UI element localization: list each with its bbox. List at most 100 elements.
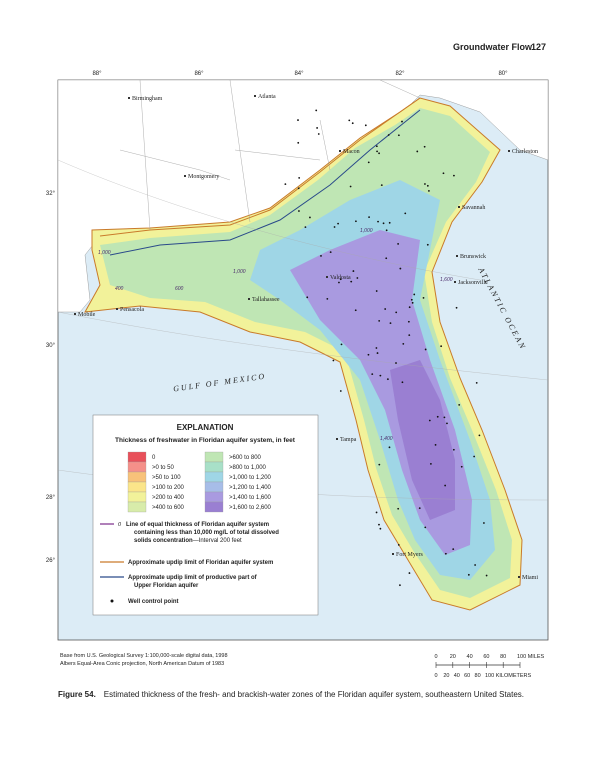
caption: Figure 54. Estimated thickness of the fre… <box>58 690 524 699</box>
well-point <box>413 293 416 296</box>
well-point <box>455 306 458 309</box>
longitude-label: 84° <box>294 71 304 77</box>
longitude-label: 88° <box>92 71 102 77</box>
contour-label: 1,600 <box>440 277 453 283</box>
well-point <box>395 311 398 314</box>
well-point <box>339 390 342 392</box>
well-point <box>375 290 378 292</box>
well-point <box>453 174 455 177</box>
scale-label: 100 KILOMETERS <box>485 673 531 679</box>
well-point <box>423 145 426 148</box>
place-label: Savannah <box>462 205 485 211</box>
well-point <box>408 306 411 309</box>
well-point <box>478 434 481 437</box>
legend-swatch <box>127 451 147 463</box>
legend-subtitle: Thickness of freshwater in Floridan aqui… <box>115 437 296 444</box>
well-point <box>389 322 392 325</box>
well-point <box>315 109 318 112</box>
well-point <box>382 222 385 225</box>
well-point <box>338 281 340 284</box>
legend-class-label: >1,200 to 1,400 <box>229 485 272 491</box>
place-label: Atlanta <box>258 94 276 100</box>
contour-symbol-label: 0 <box>118 522 122 528</box>
well-point <box>298 210 300 212</box>
well-point <box>377 220 379 223</box>
well-point <box>401 381 404 384</box>
scale-label: 20 <box>450 654 456 660</box>
well-point <box>397 243 400 245</box>
scale-label: 0 <box>434 654 437 660</box>
well-point <box>352 270 355 272</box>
place-label: Birmingham <box>132 96 163 102</box>
place-marker <box>458 206 460 208</box>
longitude-label: 86° <box>194 71 204 77</box>
well-point <box>378 319 381 322</box>
legend-class-label: 0 <box>152 455 156 461</box>
place-marker <box>336 438 338 440</box>
well-point <box>399 584 401 587</box>
place-marker <box>116 308 118 310</box>
well-point <box>376 150 378 153</box>
place-label: Macon <box>343 149 360 155</box>
well-point <box>326 298 329 300</box>
scale-label: 40 <box>454 673 460 679</box>
place-label: Miami <box>522 575 538 581</box>
scale-label: 80 <box>475 673 481 679</box>
place-label: Brunswick <box>460 254 486 260</box>
well-point <box>416 150 419 153</box>
scale-label: 0 <box>434 673 437 679</box>
place-label: Jacksonville <box>458 280 488 286</box>
scale-label: 40 <box>467 654 473 660</box>
legend-class-label: >100 to 200 <box>152 485 185 491</box>
place-marker <box>339 150 341 152</box>
legend-class-label: >600 to 800 <box>229 455 262 461</box>
well-point <box>429 462 432 465</box>
place-marker <box>326 276 328 278</box>
well-point <box>399 267 402 270</box>
scale-label: 80 <box>500 654 506 660</box>
updip-label: Approximate updip limit of Floridan aqui… <box>128 560 273 566</box>
well-point <box>388 221 391 224</box>
well-point <box>304 226 307 229</box>
well-point <box>380 184 383 187</box>
well-point <box>404 212 407 215</box>
well-point <box>424 526 427 529</box>
legend-swatch <box>127 461 147 473</box>
legend-class-label: >0 to 50 <box>152 465 175 471</box>
well-point <box>460 465 463 468</box>
latitude-label: 28° <box>46 495 56 501</box>
legend-swatch <box>204 461 224 473</box>
well-point <box>473 455 476 458</box>
well-point <box>364 124 367 127</box>
source-note: Base from U.S. Geological Survey 1:100,0… <box>60 653 228 659</box>
place-marker <box>454 281 456 283</box>
well-point <box>297 141 300 144</box>
contour-label: 1,000 <box>360 228 373 234</box>
well-point <box>475 381 478 384</box>
place-marker <box>248 298 250 300</box>
longitude-label: 82° <box>395 71 405 77</box>
well-point <box>426 243 429 246</box>
well-point <box>329 251 332 254</box>
well-point <box>395 362 397 364</box>
legend: EXPLANATION Thickness of freshwater in F… <box>92 414 319 616</box>
legend-swatch <box>127 501 147 513</box>
legend-class-label: >1,000 to 1,200 <box>229 475 272 481</box>
contour-text: solids concentration <box>134 538 193 544</box>
well-point <box>428 190 430 192</box>
well-point <box>407 320 410 323</box>
well-point <box>350 280 353 283</box>
well-point <box>378 523 380 526</box>
well-point <box>379 374 382 377</box>
page-number: 127 <box>531 42 546 52</box>
well-point <box>444 552 447 555</box>
productive-label: Upper Floridan aquifer <box>134 583 199 589</box>
well-point <box>397 544 400 546</box>
place-marker <box>184 175 186 177</box>
running-head: Groundwater Flow <box>453 42 533 52</box>
map <box>57 79 549 641</box>
well-point <box>485 574 488 577</box>
well-point <box>411 301 414 304</box>
legend-swatch <box>127 491 147 503</box>
